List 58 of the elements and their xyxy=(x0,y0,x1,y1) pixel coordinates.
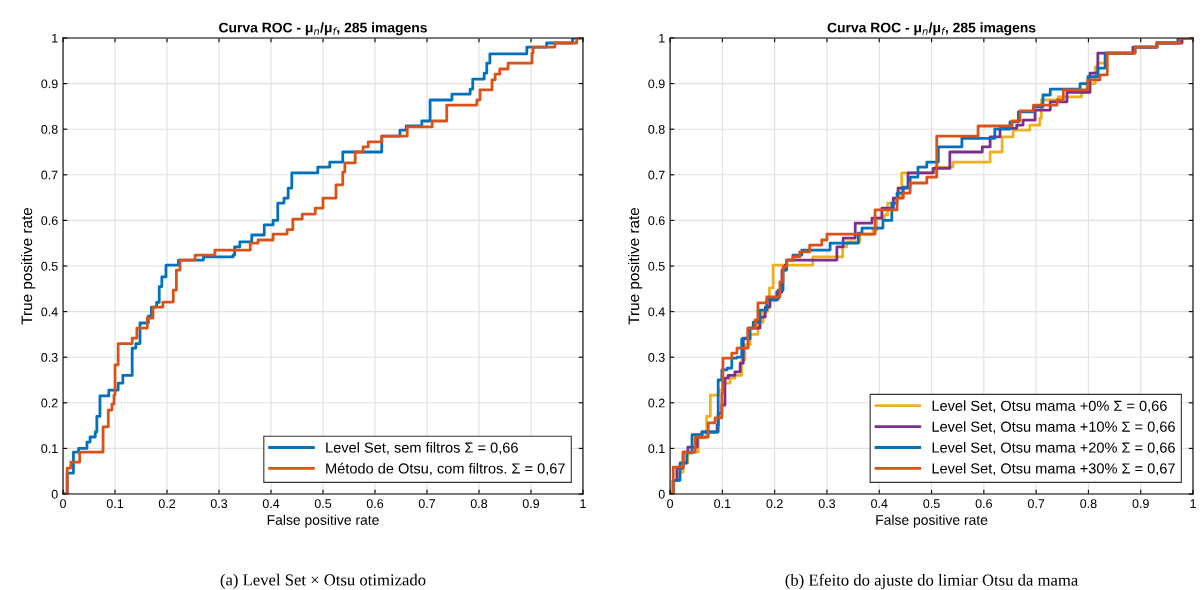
y-tick-label: 0.2 xyxy=(41,398,58,408)
x-tick-label: 0 xyxy=(667,499,674,509)
x-tick-label: 0.4 xyxy=(262,499,280,509)
y-tick-label: 0.2 xyxy=(648,398,665,408)
x-tick-label: 0.7 xyxy=(418,499,436,509)
y-tick-label: 1 xyxy=(52,33,58,43)
y-tick-label: 0 xyxy=(658,489,665,499)
legend-label: Level Set, Otsu mama +20% Σ = 0,66 xyxy=(932,442,1175,455)
y-tick-label: 0.6 xyxy=(41,216,58,226)
x-tick-label: 0.8 xyxy=(470,499,488,509)
y-tick-label: 1 xyxy=(659,33,665,43)
x-tick-label: 0.3 xyxy=(818,499,836,509)
x-tick-label: 0.2 xyxy=(158,499,176,509)
legend-label: Level Set, Otsu mama +30% Σ = 0,67 xyxy=(932,462,1175,476)
x-tick-label: 0.3 xyxy=(210,499,228,509)
y-tick-label: 0.7 xyxy=(41,170,58,180)
y-tick-label: 0.3 xyxy=(648,353,665,362)
x-axis-title: False positive rate xyxy=(267,514,379,528)
x-tick-label: 0.7 xyxy=(1027,499,1045,509)
y-tick-label: 0.5 xyxy=(648,261,665,271)
y-tick-label: 0.4 xyxy=(648,307,665,317)
x-tick-label: 0.9 xyxy=(1132,499,1149,509)
text: (b) Efeito do ajuste do limiar Otsu da mama xyxy=(785,573,1079,590)
x-tick-label: 0 xyxy=(60,499,67,509)
x-tick-label: 0.6 xyxy=(366,499,384,509)
y-tick-label: 0.9 xyxy=(41,79,58,89)
y-tick-label: 0.6 xyxy=(648,216,665,226)
x-tick-label: 0.4 xyxy=(871,499,888,509)
x-axis-title: False positive rate xyxy=(876,514,988,528)
legend-label: Level Set, Otsu mama +0% Σ = 0,66 xyxy=(932,400,1167,413)
y-axis-title: True positive rate xyxy=(21,207,36,325)
y-tick-label: 0.1 xyxy=(648,444,665,454)
y-tick-label: 0.7 xyxy=(648,170,665,180)
legend-label: Level Set, sem filtros Σ = 0,66 xyxy=(326,442,518,455)
x-tick-label: 0.8 xyxy=(1080,499,1097,509)
chart-title: Curva ROC - μ$_{n}$/μ$_{f}$, 285 imagens xyxy=(827,22,1036,36)
x-tick-label: 0.6 xyxy=(975,499,992,509)
y-tick-label: 0.8 xyxy=(41,125,58,134)
y-tick-label: 0.5 xyxy=(41,261,58,271)
y-axis-title: True positive rate xyxy=(628,207,643,325)
text: (a) Level Set × Otsu otimizado xyxy=(220,573,426,589)
y-tick-label: 0.3 xyxy=(41,353,58,362)
y-tick-label: 0.8 xyxy=(648,125,665,134)
x-tick-label: 0.5 xyxy=(314,499,332,509)
y-tick-label: 0.1 xyxy=(41,444,58,454)
y-tick-label: 0 xyxy=(51,489,58,499)
x-tick-label: 0.5 xyxy=(923,499,940,509)
legend-label: Método de Otsu, com filtros. Σ = 0,67 xyxy=(326,462,565,476)
x-tick-label: 0.2 xyxy=(766,499,783,509)
x-tick-label: 0.1 xyxy=(714,499,731,509)
y-tick-label: 0.4 xyxy=(41,307,58,317)
x-tick-label: 0.1 xyxy=(106,499,124,509)
chart-title: Curva ROC - μ$_{n}$/μ$_{f}$, 285 imagens xyxy=(219,22,427,36)
y-tick-label: 0.9 xyxy=(648,79,665,89)
x-tick-label: 1 xyxy=(580,499,586,508)
legend-label: Level Set, Otsu mama +10% Σ = 0,66 xyxy=(932,421,1175,434)
x-tick-label: 0.9 xyxy=(522,499,540,509)
x-tick-label: 1 xyxy=(1190,499,1196,508)
